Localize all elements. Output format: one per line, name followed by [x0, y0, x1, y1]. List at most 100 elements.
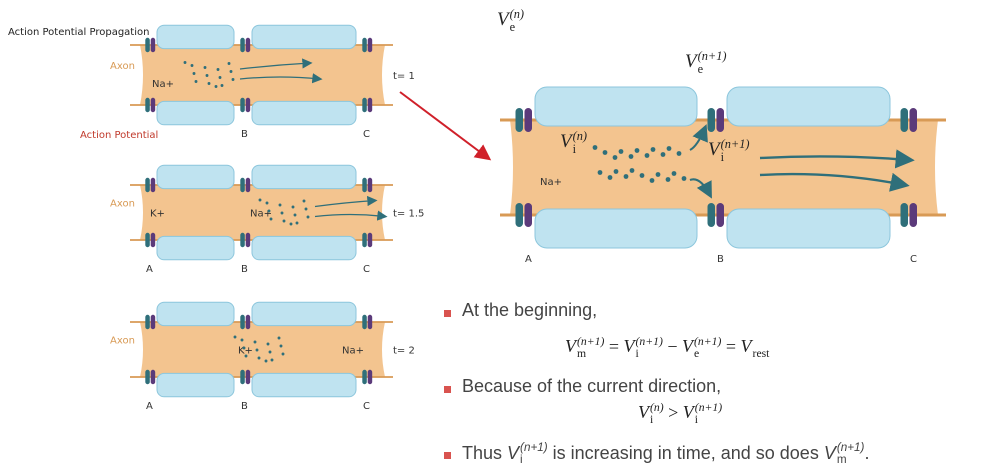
- ion-dot: [290, 223, 293, 226]
- text: =: [721, 336, 740, 356]
- subscript: i: [695, 414, 722, 426]
- channel: [525, 108, 533, 132]
- myelin: [252, 302, 356, 325]
- ion-dot: [221, 84, 224, 87]
- ion-dot: [629, 154, 634, 159]
- ion-dot: [241, 339, 244, 342]
- channel: [901, 203, 909, 227]
- ion-label: Na+: [152, 79, 174, 90]
- ion-dot: [243, 347, 246, 350]
- bullet-marker: [444, 452, 451, 459]
- ion-dot: [640, 173, 645, 178]
- node-label: B: [717, 254, 724, 265]
- scripts: (n+1)m: [577, 336, 604, 361]
- channel: [368, 98, 373, 112]
- ion-dot: [258, 357, 261, 360]
- ion-dot: [195, 80, 198, 83]
- channel: [910, 203, 918, 227]
- scripts: rest: [753, 336, 770, 361]
- text: −: [663, 336, 682, 356]
- math-symbol: V(n)e: [497, 9, 524, 30]
- slide: Axont= 1BCNa+Axont= 1.5ABCK+Na+Axont= 2A…: [0, 0, 987, 476]
- channel: [240, 98, 245, 112]
- node-label: C: [363, 264, 370, 275]
- scripts: (n)i: [650, 402, 664, 427]
- superscript: (n+1): [721, 138, 750, 151]
- subscript: rest: [753, 348, 770, 360]
- ion-dot: [661, 152, 666, 157]
- bullet-text: At the beginning,: [462, 300, 597, 321]
- ion-dot: [650, 178, 655, 183]
- ion-dot: [656, 172, 661, 177]
- channel: [246, 315, 251, 329]
- channel: [246, 370, 251, 384]
- time-label: t= 1.5: [393, 209, 424, 220]
- channel: [910, 108, 918, 132]
- channel: [145, 178, 150, 192]
- symbol-base: V: [638, 402, 649, 422]
- ion-dot: [667, 146, 672, 151]
- channel: [901, 108, 909, 132]
- symbol-base: V: [824, 443, 836, 463]
- myelin: [157, 373, 234, 396]
- channel: [151, 233, 156, 247]
- ion-dot: [305, 208, 308, 211]
- ion-dot: [303, 200, 306, 203]
- myelin: [727, 87, 890, 126]
- channel: [145, 98, 150, 112]
- math-symbol: V(n+1)m: [824, 443, 865, 463]
- ion-dot: [234, 336, 237, 339]
- ion-dot: [215, 85, 218, 88]
- ion-dot: [645, 153, 650, 158]
- math-label: V(n+1)i: [708, 138, 750, 164]
- ion-dot: [608, 175, 613, 180]
- diagram: Axont= 1BCNa+Axont= 1.5ABCK+Na+Axont= 2A…: [0, 0, 987, 476]
- ion-dot: [666, 177, 671, 182]
- node-label: C: [363, 129, 370, 140]
- ion-dot: [268, 210, 271, 213]
- scripts: (n+1)i: [636, 336, 663, 361]
- symbol-base: V: [741, 336, 752, 356]
- ion-dot: [283, 220, 286, 223]
- symbol-base: V: [507, 443, 519, 463]
- math-label: V(n)i: [560, 130, 587, 156]
- ion-dot: [204, 66, 207, 69]
- math-symbol: V(n+1)i: [708, 139, 750, 160]
- equation: V(n+1)m = V(n+1)i − V(n+1)e = V rest: [565, 336, 769, 361]
- myelin: [252, 25, 356, 48]
- node-label: B: [241, 264, 248, 275]
- channel: [246, 38, 251, 52]
- ion-dot: [219, 76, 222, 79]
- channel: [145, 370, 150, 384]
- equation: V(n)i > V(n+1)i: [638, 402, 722, 427]
- text: Thus: [462, 443, 507, 463]
- symbol-base: V: [624, 336, 635, 356]
- ion-dot: [677, 151, 682, 156]
- bullet-marker: [444, 386, 451, 393]
- scripts: (n+1)m: [837, 442, 865, 467]
- channel: [151, 98, 156, 112]
- channel: [516, 108, 524, 132]
- math-label: V(n)e: [497, 8, 524, 34]
- ion-dot: [269, 351, 272, 354]
- ion-dot: [245, 355, 248, 358]
- ion-dot: [193, 72, 196, 75]
- ion-dot: [232, 78, 235, 81]
- action-label: Action Potential: [80, 130, 158, 141]
- channel: [368, 233, 373, 247]
- channel: [708, 203, 716, 227]
- ion-dot: [228, 62, 231, 65]
- ion-dot: [294, 214, 297, 217]
- ion-dot: [256, 349, 259, 352]
- ion-dot: [259, 199, 262, 202]
- bullet-marker: [444, 310, 451, 317]
- time-label: t= 1: [393, 71, 415, 82]
- ion-dot: [270, 218, 273, 221]
- math-symbol: V(n+1)i: [507, 443, 548, 463]
- myelin: [157, 25, 234, 48]
- myelin: [252, 165, 356, 188]
- channel: [368, 178, 373, 192]
- symbol-base: V: [685, 51, 697, 72]
- math-symbol: V(n+1)i: [683, 402, 722, 422]
- scripts: (n)i: [573, 130, 587, 156]
